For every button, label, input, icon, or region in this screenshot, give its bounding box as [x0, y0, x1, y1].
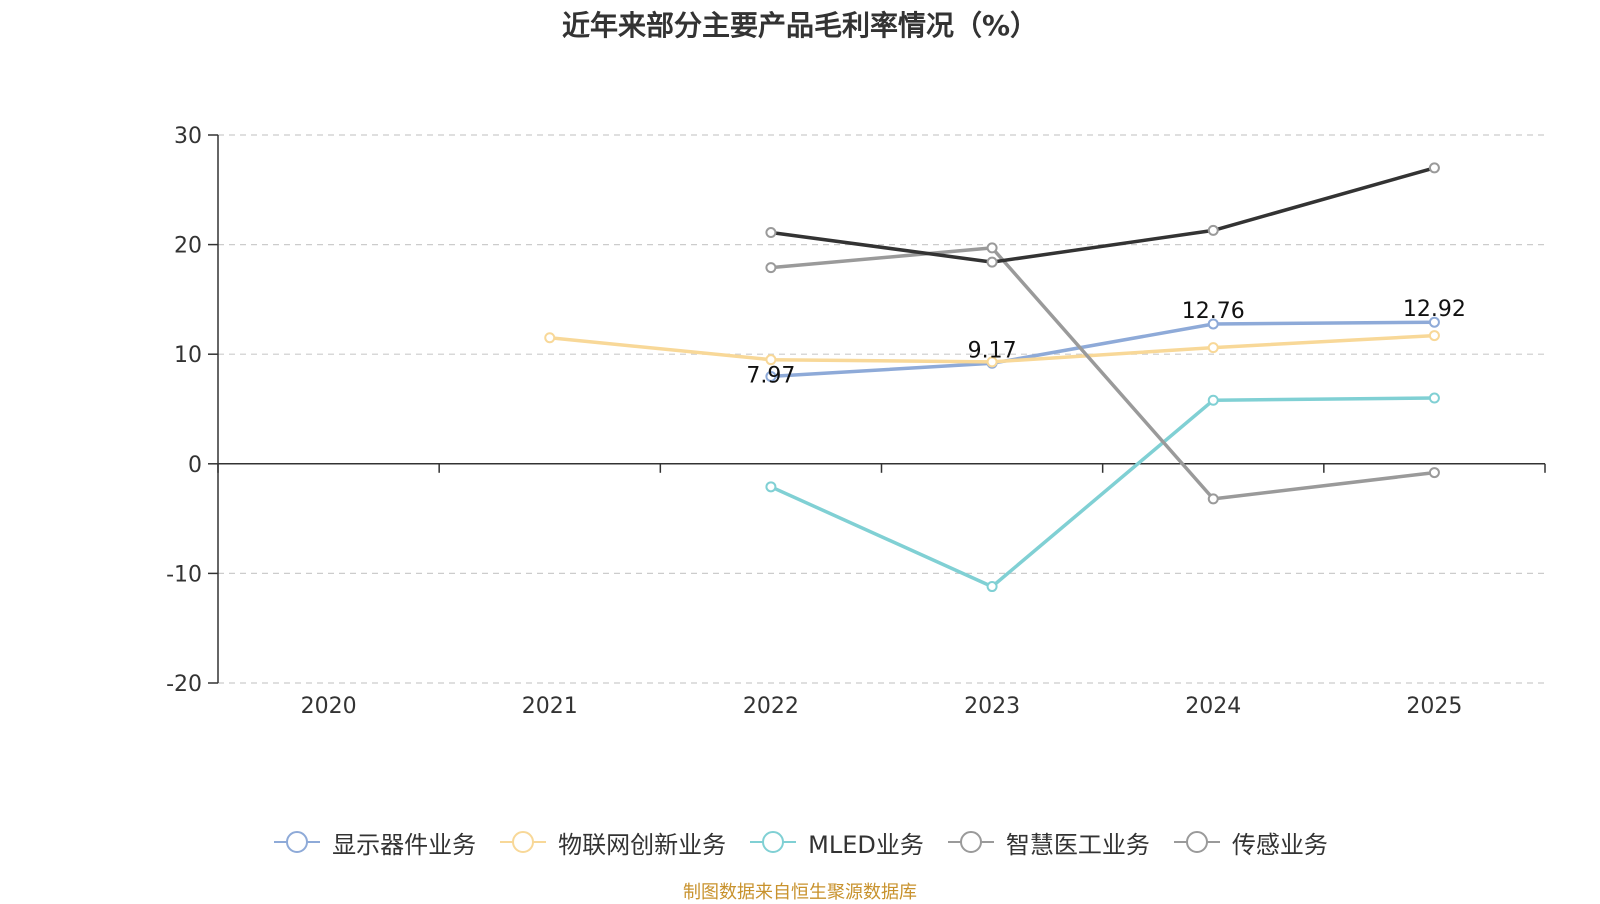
data-point [765, 370, 777, 382]
y-tick-label: 0 [188, 453, 202, 478]
data-label: 12.92 [1403, 297, 1466, 322]
line-chart: 30 20 10 0 -10 -20 2020 2021 2022 2023 2024 2025 7.… [166, 124, 1546, 719]
data-point [1207, 224, 1219, 236]
data-point [1428, 316, 1440, 328]
y-tick-label: 30 [174, 124, 202, 149]
grid-lines [218, 134, 1545, 684]
chart-title: 近年来部分主要产品毛利率情况（%） [561, 9, 1039, 42]
legend-label: 物联网创新业务 [558, 830, 727, 859]
data-point [986, 356, 998, 368]
data-point [765, 262, 777, 274]
data-point [765, 354, 777, 366]
x-tick-label: 2024 [1185, 694, 1241, 719]
data-point [765, 227, 777, 239]
x-tick-label: 2023 [964, 694, 1020, 719]
y-tick-label: 10 [174, 343, 202, 368]
y-tick-label: 20 [174, 234, 202, 259]
legend-item[interactable]: MLED业务 [748, 825, 924, 860]
data-label: 9.17 [968, 338, 1017, 363]
data-point [765, 481, 777, 493]
legend-item[interactable]: 物联网创新业务 [498, 825, 726, 860]
legend: 显示器件业务 物联网创新业务 MLED业务 智慧医工业务 传感业务 [0, 822, 1600, 862]
series-line-2 [769, 396, 1437, 589]
axes: 30 20 10 0 -10 -20 2020 2021 2022 2023 2024 2025 [166, 124, 1546, 719]
legend-marker-icon [750, 831, 797, 853]
data-point [1428, 392, 1440, 404]
data-point [1207, 394, 1219, 406]
legend-label: 显示器件业务 [332, 830, 477, 859]
series-line-3 [769, 246, 1437, 501]
legend-item[interactable]: 显示器件业务 [272, 825, 476, 860]
x-tick-label: 2022 [743, 694, 799, 719]
legend-label: 传感业务 [1231, 830, 1328, 859]
source-note: 制图数据来自恒生聚源数据库 [683, 882, 917, 903]
data-labels: 7.97 9.17 12.76 12.92 [746, 297, 1465, 388]
legend-item[interactable]: 传感业务 [1172, 825, 1328, 860]
legend-marker-icon [274, 831, 321, 853]
series-line-4 [769, 166, 1437, 264]
legend-marker-icon [500, 831, 547, 853]
data-point [986, 256, 998, 268]
data-point [1428, 467, 1440, 479]
legend-label: MLED业务 [808, 830, 924, 859]
data-point [544, 332, 556, 344]
legend-marker-icon [947, 831, 994, 853]
data-point [1207, 342, 1219, 354]
data-point [1428, 162, 1440, 174]
data-point [1207, 318, 1219, 330]
data-label: 7.97 [746, 363, 795, 388]
data-point [986, 242, 998, 254]
y-tick-label: -10 [166, 562, 202, 587]
series-line-0 [769, 320, 1437, 379]
data-point [986, 581, 998, 593]
legend-marker-icon [1173, 831, 1220, 853]
data-label: 12.76 [1182, 299, 1245, 324]
data-point [1428, 330, 1440, 342]
legend-label: 智慧医工业务 [1005, 830, 1150, 859]
legend-item[interactable]: 智慧医工业务 [946, 825, 1150, 860]
x-tick-label: 2021 [522, 694, 578, 719]
y-tick-label: -20 [166, 672, 202, 697]
series-group [544, 162, 1440, 593]
x-tick-label: 2025 [1406, 694, 1462, 719]
x-tick-label: 2020 [301, 694, 357, 719]
data-point [1207, 493, 1219, 505]
